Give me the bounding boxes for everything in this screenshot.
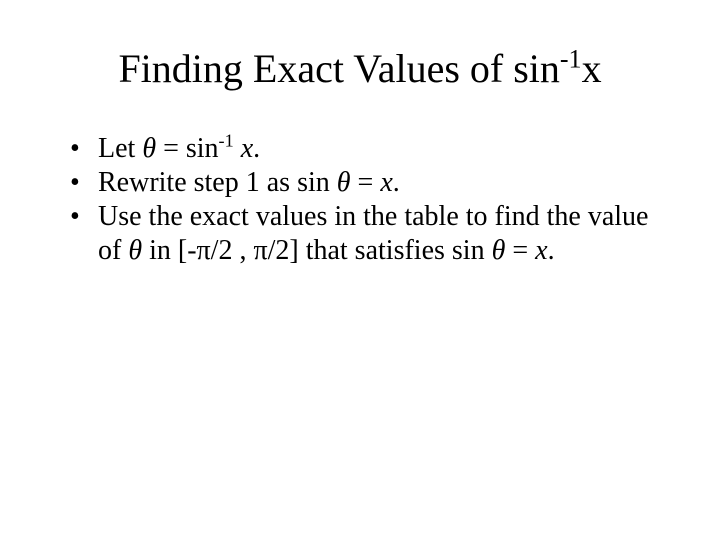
text: . <box>253 133 260 164</box>
text: . <box>393 167 400 198</box>
theta-symbol: θ <box>142 133 156 164</box>
text: in [- <box>142 235 196 266</box>
pi-symbol: π <box>197 235 211 266</box>
bullet-marker: • <box>70 132 98 166</box>
list-item: •Let θ = sin-1 x. <box>70 132 650 166</box>
text: Let <box>98 133 142 164</box>
text: /2] that satisfies sin <box>268 235 492 266</box>
text: = <box>351 167 381 198</box>
list-item: •Use the exact values in the table to fi… <box>70 200 650 268</box>
text: = <box>505 235 535 266</box>
title-prefix: Finding Exact Values of sin <box>118 46 559 91</box>
text: = sin <box>156 133 218 164</box>
text: . <box>548 235 555 266</box>
slide: Finding Exact Values of sin-1x •Let θ = … <box>0 0 720 540</box>
variable-x: x <box>241 133 253 164</box>
bullet-marker: • <box>70 200 98 234</box>
title-superscript: -1 <box>560 45 582 74</box>
variable-x: x <box>380 167 392 198</box>
text: /2 , <box>211 235 254 266</box>
bullet-list: •Let θ = sin-1 x. •Rewrite step 1 as sin… <box>70 132 650 269</box>
list-item: •Rewrite step 1 as sin θ = x. <box>70 166 650 200</box>
theta-symbol: θ <box>492 235 506 266</box>
theta-symbol: θ <box>128 235 142 266</box>
bullet-marker: • <box>70 166 98 200</box>
theta-symbol: θ <box>337 167 351 198</box>
text: Rewrite step 1 as sin <box>98 167 337 198</box>
variable-x: x <box>535 235 547 266</box>
title-suffix: x <box>582 46 602 91</box>
slide-title: Finding Exact Values of sin-1x <box>60 45 660 92</box>
pi-symbol: π <box>253 235 267 266</box>
text <box>234 133 241 164</box>
superscript: -1 <box>219 131 234 151</box>
